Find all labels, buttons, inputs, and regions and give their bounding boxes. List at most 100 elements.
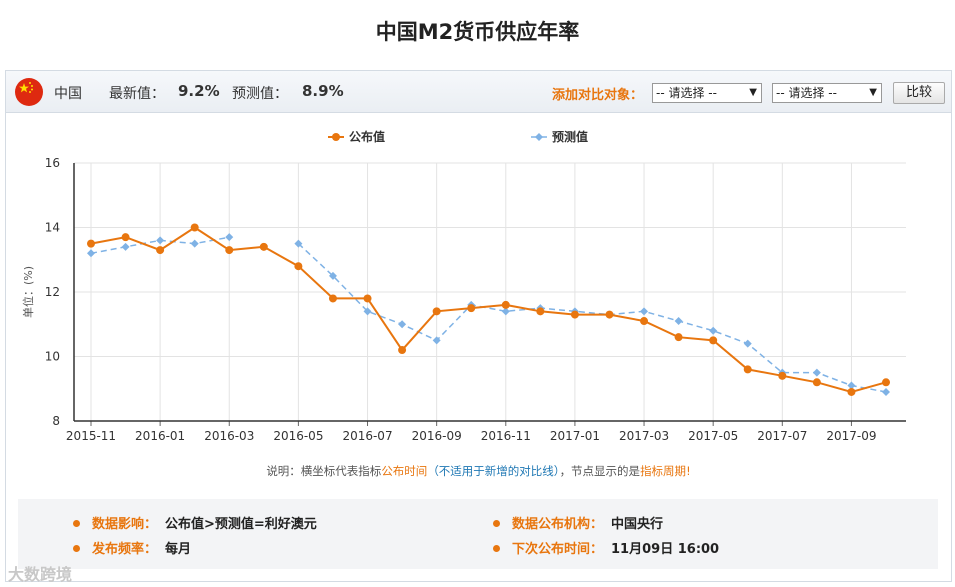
- agency-value: 中国央行: [611, 517, 664, 532]
- forecast-point: [812, 368, 821, 377]
- x-tick-label: 2015-11: [66, 429, 116, 443]
- frequency-label: 发布频率：: [92, 542, 158, 557]
- toolbar: 中国 最新值： 9.2% 预测值： 8.9% 添加对比对象： -- 请选择 --…: [6, 71, 951, 113]
- frequency-value: 每月: [165, 542, 192, 557]
- forecast-value-label: 预测值：: [232, 86, 288, 102]
- forecast-point: [156, 236, 165, 245]
- note-paren: （不适用于新增的对比线）: [427, 464, 560, 478]
- forecast-point: [225, 233, 234, 242]
- actual-point: [778, 371, 787, 380]
- forecast-point: [294, 239, 303, 248]
- forecast-point: [847, 381, 856, 390]
- y-tick-label: 14: [45, 221, 60, 235]
- actual-point: [812, 378, 821, 387]
- watermark-logo: 大数跨境: [8, 565, 73, 584]
- dropdown-arrow-icon: ▼: [749, 87, 757, 98]
- note-mid: ，节点显示的是: [559, 464, 641, 478]
- actual-point: [328, 294, 337, 303]
- bullet-icon: [493, 520, 500, 527]
- forecast-point: [709, 326, 718, 335]
- info-box: 数据影响： 公布值>预测值=利好澳元 数据公布机构： 中国央行 发布频率： 每月 下次…: [18, 499, 938, 569]
- actual-point: [363, 294, 372, 303]
- actual-point: [398, 346, 407, 355]
- info-agency: 数据公布机构： 中国央行: [493, 513, 663, 532]
- x-tick-label: 2016-07: [342, 429, 392, 443]
- actual-point: [190, 223, 199, 232]
- info-next-release: 下次公布时间： 11月09日 16:00: [493, 538, 719, 557]
- actual-point: [156, 246, 165, 255]
- note-prefix: 说明：横坐标代表指标: [266, 464, 382, 478]
- actual-point: [570, 310, 579, 319]
- bullet-icon: [73, 545, 80, 552]
- forecast-point: [640, 307, 649, 316]
- impact-value: 公布值>预测值=利好澳元: [165, 517, 317, 532]
- legend-marker: [535, 133, 543, 141]
- actual-point: [467, 304, 476, 313]
- x-tick-label: 2016-01: [135, 429, 185, 443]
- actual-point: [882, 378, 890, 387]
- compare-select-2[interactable]: -- 请选择 -- ▼: [772, 83, 882, 103]
- note-time: 公布时间: [381, 464, 428, 478]
- page-title: 中国M2货币供应年率: [375, 20, 580, 44]
- compare-select-1[interactable]: -- 请选择 -- ▼: [652, 83, 762, 103]
- x-tick-label: 2017-01: [550, 429, 600, 443]
- actual-point: [640, 317, 649, 326]
- actual-point: [847, 387, 856, 396]
- forecast-point: [121, 242, 130, 251]
- forecast-value: 8.9%: [302, 82, 344, 100]
- compare-select-2-value: -- 请选择 --: [776, 86, 837, 100]
- forecast-point: [743, 339, 752, 348]
- y-axis-label: 单位：(%): [21, 266, 35, 318]
- actual-point: [294, 262, 303, 271]
- forecast-point: [882, 387, 890, 396]
- note-period: 指标周期: [640, 464, 687, 478]
- bullet-icon: [493, 545, 500, 552]
- forecast-point: [432, 336, 441, 345]
- compare-label: 添加对比对象：: [552, 88, 644, 103]
- chart-panel: 中国 最新值： 9.2% 预测值： 8.9% 添加对比对象： -- 请选择 --…: [5, 70, 952, 582]
- x-tick-label: 2017-07: [757, 429, 807, 443]
- info-frequency: 发布频率： 每月: [73, 538, 191, 557]
- next-release-value: 11月09日 16:00: [611, 542, 720, 557]
- chart-note: 说明：横坐标代表指标公布时间（不适用于新增的对比线），节点显示的是指标周期!: [6, 463, 951, 479]
- forecast-point: [398, 320, 407, 329]
- series-line-actual: [90, 226, 887, 394]
- actual-point: [432, 307, 441, 316]
- actual-point: [674, 333, 683, 342]
- legend-label: 预测值: [552, 129, 588, 144]
- y-tick-label: 8: [52, 414, 60, 428]
- x-tick-label: 2017-05: [688, 429, 738, 443]
- china-flag-icon: [15, 78, 43, 106]
- actual-point: [605, 310, 614, 319]
- x-tick-label: 2016-05: [273, 429, 323, 443]
- y-tick-label: 12: [45, 285, 60, 299]
- forecast-point: [501, 307, 510, 316]
- forecast-point: [87, 249, 95, 258]
- x-tick-label: 2016-11: [481, 429, 531, 443]
- actual-point: [709, 336, 718, 345]
- agency-label: 数据公布机构：: [512, 517, 604, 532]
- actual-point: [87, 239, 95, 248]
- x-tick-label: 2017-09: [826, 429, 876, 443]
- actual-point: [743, 365, 752, 374]
- y-tick-label: 10: [45, 350, 60, 364]
- x-tick-label: 2016-03: [204, 429, 254, 443]
- forecast-point: [190, 239, 199, 248]
- actual-point: [536, 307, 545, 316]
- y-tick-label: 16: [45, 156, 60, 170]
- forecast-point: [328, 271, 337, 280]
- compare-button[interactable]: 比较: [893, 82, 945, 104]
- actual-point: [501, 300, 510, 309]
- latest-value-label: 最新值：: [109, 86, 165, 102]
- legend-marker: [332, 133, 340, 141]
- compare-select-1-value: -- 请选择 --: [656, 86, 717, 100]
- actual-point: [121, 233, 130, 242]
- note-end: !: [686, 464, 691, 478]
- actual-point: [225, 246, 234, 255]
- x-tick-label: 2016-09: [412, 429, 462, 443]
- line-chart: 8 10 12 14 16 2015-11 2016-01 2016-03 2016-05 201…: [21, 129, 906, 443]
- country-name: 中国: [54, 86, 82, 102]
- x-tick-label: 2017-03: [619, 429, 669, 443]
- forecast-point: [363, 307, 372, 316]
- dropdown-arrow-icon: ▼: [869, 87, 877, 98]
